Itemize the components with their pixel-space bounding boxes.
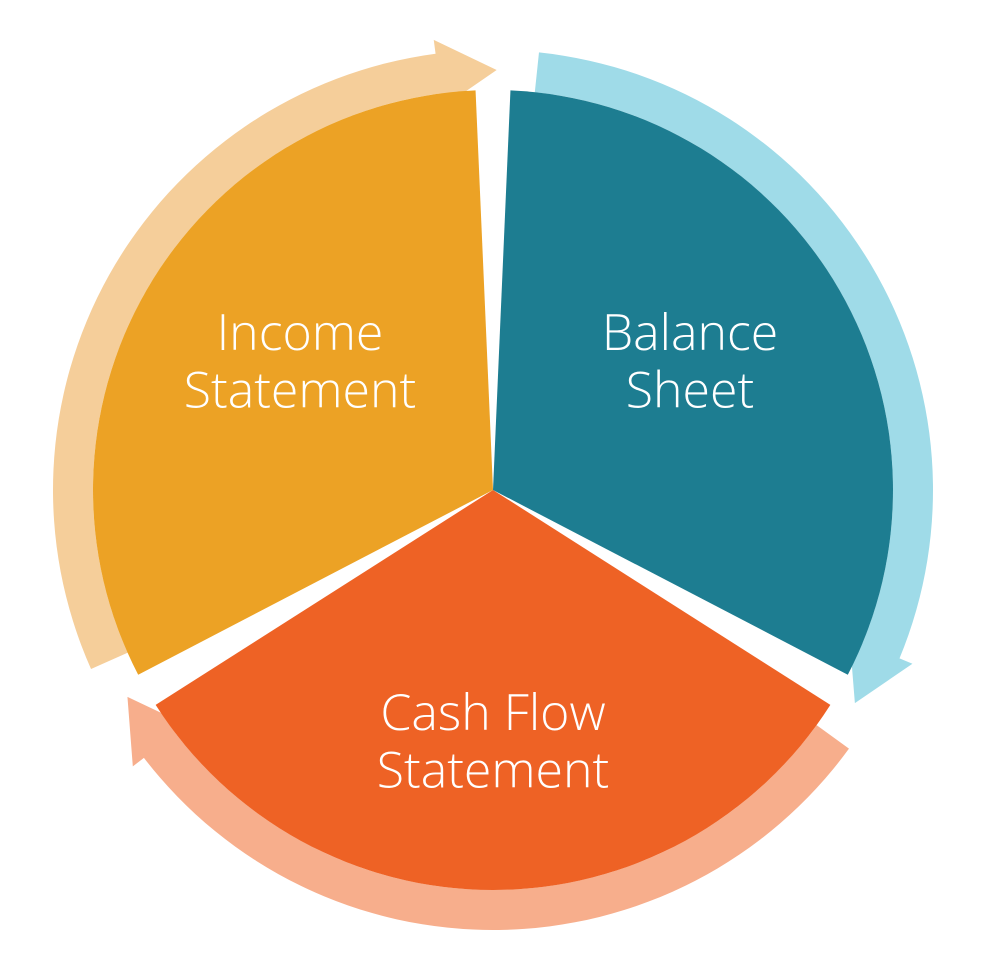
cycle-diagram: BalanceSheet Cash FlowStatement IncomeStat… xyxy=(0,0,987,979)
label-cash-flow: Cash FlowStatement xyxy=(377,677,610,803)
label-balance-sheet: BalanceSheet xyxy=(602,297,778,423)
cycle-svg: BalanceSheet Cash FlowStatement IncomeStat… xyxy=(0,0,987,979)
label-income-statement: IncomeStatement xyxy=(184,297,417,423)
